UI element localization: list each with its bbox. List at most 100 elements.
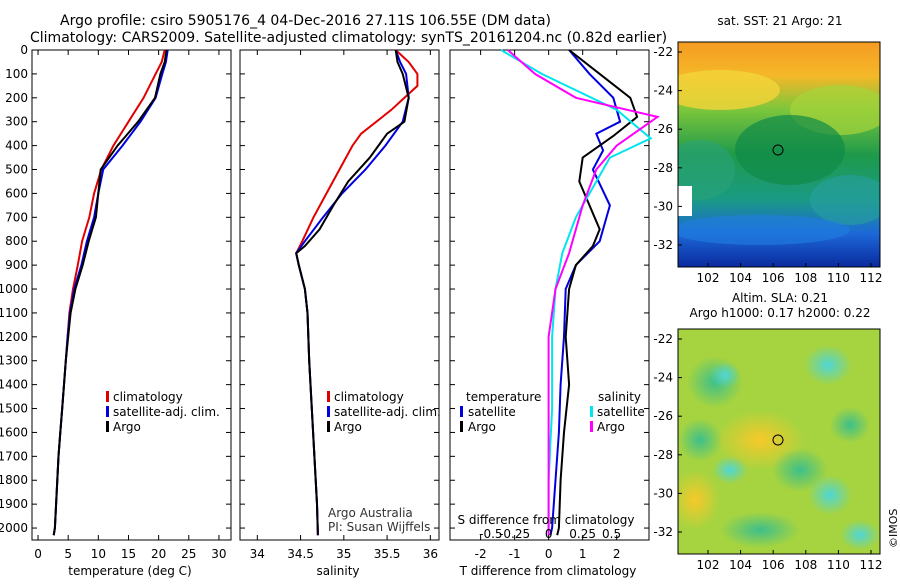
x-tick-label: -2 [475, 547, 487, 561]
sla-map-title-1: Altim. SLA: 0.21 [732, 291, 828, 305]
depth-tick-label: 0 [20, 43, 28, 57]
series-line-salinity-satellite [500, 49, 653, 536]
legend-swatch-s-satellite [590, 406, 593, 417]
x-tick-label: 10 [91, 547, 106, 561]
map-x-tick-label: 108 [794, 558, 817, 572]
legend-swatch-satellite [106, 406, 109, 417]
x-axes: 0 5 10 15 20 25 30 34 34.5 35 35.5 36 -2 -1 0 1 2 -0.5-0.… [34, 50, 621, 561]
depth-tick-label: 100 [5, 67, 28, 81]
x-tick-label: -1 [509, 547, 521, 561]
salinity-lines [295, 49, 419, 536]
map-y-tick-label: -32 [653, 238, 673, 252]
legend-swatch-s-argo [590, 421, 593, 432]
depth-tick-label: 1100 [0, 306, 28, 320]
series-line-argo [295, 49, 410, 536]
depth-tick-label: 2000 [0, 521, 28, 535]
series-line-salinity-argo [507, 49, 660, 536]
x-tick-label: 0 [545, 547, 553, 561]
x2-tick-label: 0.25 [569, 527, 596, 541]
salinity-plot-frame [239, 49, 440, 541]
sla-argo-location-marker [772, 434, 784, 446]
depth-tick-label: 700 [5, 210, 28, 224]
legend-s-argo: Argo [597, 420, 625, 434]
sla-map-frame [677, 328, 881, 555]
x2-tick-label: 0 [545, 527, 553, 541]
map-y-tick-label: -30 [653, 486, 673, 500]
depth-tick-label: 200 [5, 91, 28, 105]
difference-legend: temperature satellite Argo salinity sate… [460, 390, 645, 434]
legend-satellite: satellite-adj. clim. [334, 405, 441, 419]
sla-map-image [678, 329, 880, 554]
x-tick-label: 15 [121, 547, 136, 561]
legend-argo: Argo [113, 420, 141, 434]
legend-climatology: climatology [334, 390, 404, 404]
legend-t-satellite: satellite [468, 405, 516, 419]
legend-satellite: satellite-adj. clim. [113, 405, 220, 419]
x-tick-label: 0 [34, 547, 42, 561]
temperature-axis-label: temperature (deg C) [68, 564, 191, 578]
map-x-tick-label: 104 [729, 271, 752, 285]
legend-t-argo: Argo [468, 420, 496, 434]
legend-salinity-heading: salinity [598, 390, 641, 404]
x-tick-label: 20 [151, 547, 166, 561]
x-tick-label: 30 [211, 547, 226, 561]
legend-climatology: climatology [113, 390, 183, 404]
x2-tick-label: -0.25 [499, 527, 530, 541]
depth-tick-label: 600 [5, 186, 28, 200]
map-x-tick-label: 106 [762, 271, 785, 285]
map-x-tick-label: 104 [729, 558, 752, 572]
legend-swatch-t-satellite [460, 406, 463, 417]
depth-tick-label: 300 [5, 115, 28, 129]
x-tick-label: 35.5 [374, 547, 401, 561]
imos-timestamp: ©IMOS 13-Dec-2018 08:50:19 [887, 508, 900, 548]
map-y-tick-label: -30 [653, 199, 673, 213]
salinity-legend: climatology satellite-adj. clim. Argo [327, 390, 441, 434]
temperature-plot-frame [31, 49, 232, 541]
t-difference-axis-label: T difference from climatology [459, 564, 637, 578]
temperature-lines [52, 49, 169, 536]
legend-swatch-climatology [327, 391, 330, 402]
depth-tick-label: 1800 [0, 473, 28, 487]
map-x-tick-label: 112 [860, 271, 883, 285]
sla-map-title-2: Argo h1000: 0.17 h2000: 0.22 [690, 306, 871, 320]
map-y-tick-label: -26 [653, 122, 673, 136]
depth-tick-label: 400 [5, 139, 28, 153]
depth-tick-label: 500 [5, 163, 28, 177]
map-y-tick-label: -22 [653, 332, 673, 346]
map-y-tick-label: -32 [653, 525, 673, 539]
series-line-satellite-adj-clim- [52, 49, 169, 536]
x-tick-label: 1 [579, 547, 587, 561]
series-line-temperature-satellite [549, 49, 622, 536]
x-tick-label: 36 [423, 547, 438, 561]
x2-tick-label: 0.5 [602, 527, 621, 541]
x-tick-label: 34.5 [287, 547, 314, 561]
depth-tick-label: 1400 [0, 378, 28, 392]
depth-axis: 0 100 200 300 400 500 600 700 800 900 1000 1100 1200… [0, 43, 649, 535]
sst-map-title: sat. SST: 21 Argo: 21 [717, 14, 842, 28]
map-y-tick-label: -26 [653, 409, 673, 423]
map-y-tick-label: -24 [653, 371, 673, 385]
series-line-temperature-argo [556, 49, 639, 536]
depth-tick-label: 1900 [0, 497, 28, 511]
map-x-tick-label: 102 [697, 558, 720, 572]
difference-plot-frame [449, 49, 650, 541]
depth-tick-label: 1300 [0, 354, 28, 368]
depth-tick-label: 1500 [0, 402, 28, 416]
map-x-tick-label: 106 [762, 558, 785, 572]
series-line-argo [52, 49, 168, 536]
map-y-tick-label: -28 [653, 448, 673, 462]
temperature-legend: climatology satellite-adj. clim. Argo [106, 390, 220, 434]
series-line-climatology [52, 49, 166, 536]
legend-swatch-climatology [106, 391, 109, 402]
legend-s-satellite: satellite [597, 405, 645, 419]
x-tick-label: 5 [64, 547, 72, 561]
credit-line-2: PI: Susan Wijffels [328, 520, 430, 534]
legend-temperature-heading: temperature [466, 390, 541, 404]
map-y-tick-label: -22 [653, 45, 673, 59]
map-x-tick-label: 108 [794, 271, 817, 285]
legend-swatch-t-argo [460, 421, 463, 432]
salinity-axis-label: salinity [316, 564, 359, 578]
depth-tick-label: 1600 [0, 425, 28, 439]
depth-tick-label: 1000 [0, 282, 28, 296]
